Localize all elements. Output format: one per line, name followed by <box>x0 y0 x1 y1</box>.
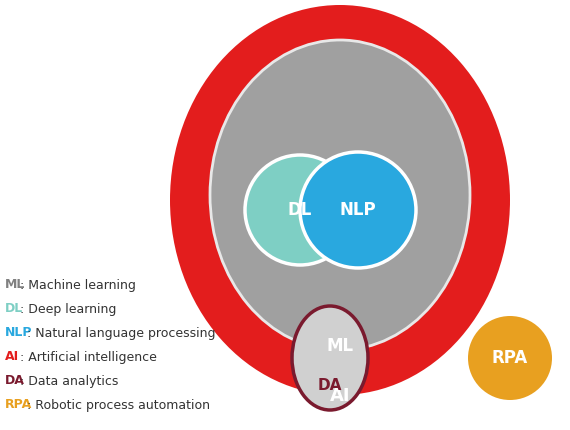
Text: NLP: NLP <box>340 201 376 219</box>
Text: : Deep learning: : Deep learning <box>20 302 116 316</box>
Text: DA: DA <box>318 378 342 393</box>
Text: : Robotic process automation: : Robotic process automation <box>27 399 210 412</box>
Text: RPA: RPA <box>492 349 528 367</box>
Circle shape <box>300 152 416 268</box>
Text: AI: AI <box>330 387 350 405</box>
Text: DL: DL <box>288 201 312 219</box>
Ellipse shape <box>170 5 510 395</box>
Ellipse shape <box>292 306 368 410</box>
Text: ML: ML <box>327 337 353 355</box>
Text: NLP: NLP <box>5 326 32 340</box>
Text: ML: ML <box>5 279 26 292</box>
Text: : Data analytics: : Data analytics <box>20 375 119 387</box>
Text: DL: DL <box>5 302 23 316</box>
Text: : Natural language processing: : Natural language processing <box>27 326 215 340</box>
Ellipse shape <box>210 40 470 350</box>
Text: AI: AI <box>5 350 19 363</box>
Text: : Artificial intelligence: : Artificial intelligence <box>20 350 157 363</box>
Circle shape <box>468 316 552 400</box>
Text: DA: DA <box>5 375 25 387</box>
Text: RPA: RPA <box>5 399 32 412</box>
Circle shape <box>245 155 355 265</box>
Text: : Machine learning: : Machine learning <box>20 279 136 292</box>
